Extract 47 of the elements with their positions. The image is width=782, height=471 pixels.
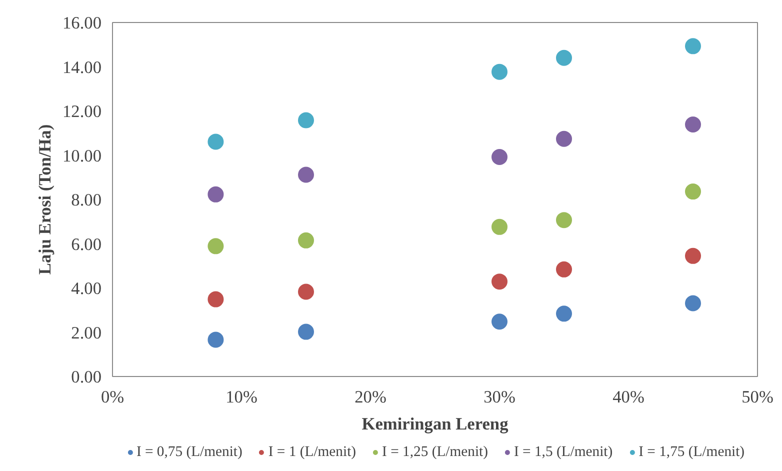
point	[208, 186, 224, 202]
legend-label: I = 1,5 (L/menit)	[514, 444, 613, 460]
point	[298, 284, 314, 300]
point	[208, 332, 224, 348]
point	[298, 112, 314, 128]
point	[556, 261, 572, 278]
y-tick-label: 14.00	[62, 58, 102, 77]
x-tick-label: 0%	[100, 388, 124, 406]
y-tick-label: 8.00	[71, 190, 102, 210]
x-tick-label: 10%	[226, 388, 258, 406]
point	[492, 314, 508, 330]
y-tick-label: 2.00	[71, 323, 102, 342]
y-tick-label: 6.00	[71, 234, 102, 254]
point	[208, 238, 224, 254]
point	[298, 324, 314, 340]
legend-label: I = 1,75 (L/menit)	[638, 444, 745, 460]
point	[298, 166, 314, 183]
point	[492, 64, 508, 80]
legend-label: I = 1,25 (L/menit)	[382, 444, 488, 460]
point	[685, 248, 701, 264]
point	[685, 116, 701, 132]
point	[208, 134, 224, 150]
y-tick-label: 4.00	[71, 279, 102, 298]
y-axis-title: Laju Erosi (Ton/Ha)	[36, 124, 55, 275]
point	[492, 149, 508, 166]
y-tick-label: 0.00	[71, 368, 102, 386]
point	[556, 50, 572, 66]
point	[492, 274, 508, 290]
x-tick-label: 40%	[612, 388, 644, 406]
point	[685, 38, 701, 54]
point	[492, 218, 508, 235]
x-tick-label: 30%	[484, 388, 516, 406]
legend-label: I = 0,75 (L/menit)	[136, 444, 242, 460]
y-tick-label: 12.00	[62, 102, 102, 121]
point	[556, 130, 572, 147]
point	[685, 295, 701, 312]
point	[298, 232, 314, 248]
x-tick-label: 50%	[742, 388, 774, 406]
legend-label: I = 1 (L/menit)	[268, 444, 356, 460]
y-tick-label: 10.00	[62, 146, 102, 166]
point	[556, 212, 572, 228]
point	[685, 184, 701, 200]
x-axis-title: Kemiringan Lereng	[362, 414, 509, 434]
x-tick-label: 20%	[354, 388, 386, 406]
point	[208, 291, 224, 308]
y-tick-label: 16.00	[62, 14, 102, 32]
point	[556, 306, 572, 322]
